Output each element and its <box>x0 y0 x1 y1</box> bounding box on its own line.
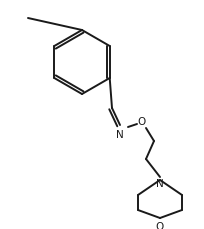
Text: O: O <box>156 222 164 229</box>
Text: O: O <box>138 117 146 127</box>
Text: N: N <box>156 179 164 189</box>
Text: N: N <box>116 130 124 140</box>
